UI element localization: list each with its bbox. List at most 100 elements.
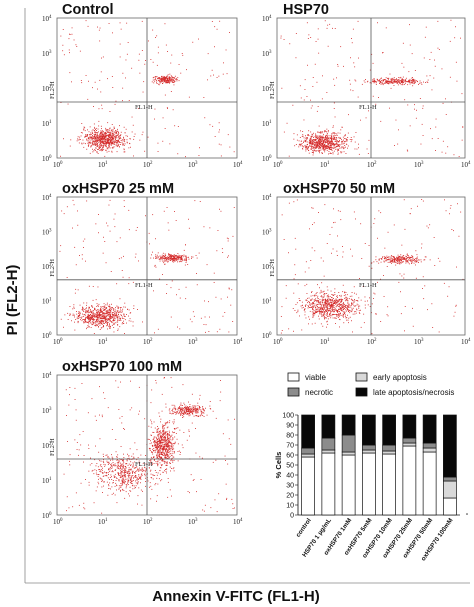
flow-dot: [103, 141, 105, 143]
flow-dot: [93, 133, 95, 135]
flow-dot: [304, 308, 306, 310]
flow-dot: [98, 232, 99, 234]
flow-dot: [111, 454, 112, 456]
flow-dot: [380, 321, 382, 322]
flow-dot: [383, 258, 385, 259]
flow-dot: [97, 133, 98, 135]
flow-dot: [129, 479, 131, 481]
flow-dot: [103, 141, 105, 142]
flow-dot: [365, 79, 366, 80]
flow-dot: [340, 151, 342, 153]
flow-dot: [102, 461, 104, 462]
flow-dot: [128, 277, 130, 279]
flow-dot: [442, 140, 444, 142]
flow-dot: [159, 415, 161, 417]
flow-dot: [164, 94, 166, 96]
flow-dot: [406, 260, 408, 262]
flow-dot: [99, 316, 100, 318]
flow-dot: [119, 237, 121, 239]
flow-dot: [326, 131, 328, 133]
flow-dot: [92, 143, 93, 145]
flow-dot: [92, 148, 93, 150]
flow-dot: [308, 297, 310, 299]
flow-dot: [95, 143, 97, 145]
flow-dot: [319, 310, 321, 312]
flow-dot: [314, 142, 315, 144]
flow-dot: [380, 78, 382, 79]
flow-dot: [280, 37, 282, 39]
flow-dot: [339, 303, 340, 305]
flow-dot: [90, 322, 91, 324]
flow-dot: [333, 305, 335, 307]
flow-dot: [340, 296, 342, 298]
flow-dot: [328, 151, 330, 152]
flow-dot: [112, 459, 114, 461]
flow-dot: [301, 329, 303, 331]
flow-dot: [145, 481, 146, 482]
flow-dot: [192, 311, 194, 313]
flow-dot: [100, 308, 101, 310]
flow-dot: [326, 317, 327, 319]
flow-dot: [126, 484, 128, 486]
flow-dot: [311, 144, 313, 146]
flow-dot: [281, 87, 283, 89]
flow-dot: [161, 76, 162, 78]
flow-dot: [322, 299, 324, 300]
flow-dot: [396, 260, 398, 261]
flow-dot: [416, 260, 417, 262]
flow-dot: [104, 313, 106, 315]
flow-dot: [380, 261, 382, 263]
flow-dot: [116, 315, 118, 317]
flow-dot: [129, 138, 131, 140]
flow-dot: [107, 494, 109, 496]
flow-dot: [124, 319, 126, 321]
flow-dot: [342, 307, 344, 308]
flow-dot: [110, 310, 112, 312]
flow-dot: [317, 303, 319, 305]
flow-dot: [162, 424, 164, 426]
flow-dot: [318, 132, 320, 134]
flow-dot: [435, 118, 437, 120]
flow-dot: [332, 314, 334, 315]
flow-dot: [359, 278, 360, 279]
flow-dot: [412, 82, 414, 84]
flow-dot: [314, 294, 316, 296]
flow-dot: [312, 140, 313, 141]
flow-dot: [96, 323, 98, 325]
flow-dot: [163, 210, 165, 212]
flow-dot: [369, 82, 371, 84]
flow-dot: [317, 137, 319, 139]
flow-dot: [357, 300, 359, 302]
flow-dot: [127, 482, 128, 484]
flow-dot: [420, 82, 422, 84]
flow-dot: [339, 309, 341, 310]
flow-dot: [340, 298, 341, 300]
flow-dot: [83, 461, 84, 463]
flow-dot: [182, 54, 184, 56]
flow-dot: [78, 318, 80, 319]
flow-dot: [384, 258, 386, 260]
flow-dot: [94, 324, 96, 326]
flow-dot: [311, 323, 313, 325]
flow-dot: [111, 466, 113, 468]
flow-dot: [336, 134, 338, 136]
flow-dot: [125, 59, 127, 61]
flow-dot: [144, 471, 146, 473]
flow-dot: [94, 315, 96, 316]
flow-dot: [385, 82, 386, 84]
flow-dot: [160, 257, 161, 259]
flow-dot: [116, 456, 118, 457]
flow-dot: [161, 257, 163, 259]
flow-dot: [120, 490, 121, 492]
flow-panel-5: oxHSP70 100 mMFL1-HFL2-H1001001011011021…: [42, 359, 243, 526]
flow-dot: [102, 319, 104, 321]
flow-dot: [321, 148, 323, 150]
flow-dot: [330, 307, 332, 309]
flow-dot: [135, 477, 137, 478]
flow-dot: [106, 142, 108, 144]
flow-dot: [352, 331, 353, 333]
flow-dot: [314, 322, 316, 324]
flow-dot: [63, 138, 64, 140]
flow-dot: [114, 318, 116, 320]
flow-dot: [378, 80, 379, 82]
